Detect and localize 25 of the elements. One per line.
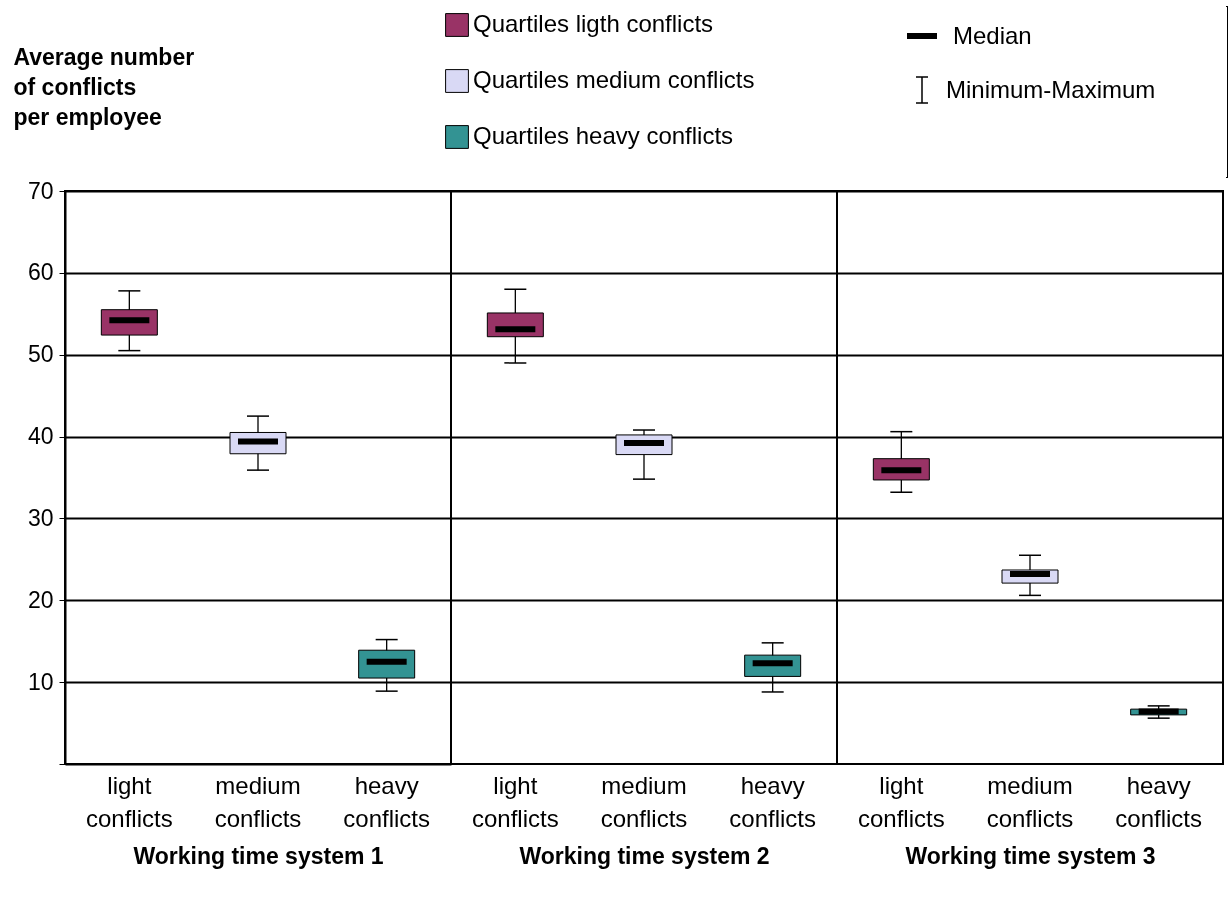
- y-tick-label: 70: [27, 177, 54, 204]
- y-axis-title: Average number of conflicts per employee: [13, 43, 195, 130]
- x-tick-label: medium conflicts: [600, 771, 688, 832]
- x-tick-label: heavy conflicts: [343, 771, 431, 832]
- x-axis-title: Working time system 3: [905, 842, 1156, 869]
- text: Minimum-Maximum: [946, 76, 1156, 104]
- y-tick-label: 20: [27, 586, 54, 613]
- x-axis-title: Working time system 2: [519, 842, 770, 869]
- y-tick-label: 30: [27, 504, 54, 531]
- x-tick-label: medium conflicts: [986, 771, 1074, 832]
- y-tick-label: 60: [27, 259, 54, 286]
- y-tick-label: 40: [27, 423, 54, 450]
- text: Median: [953, 22, 1032, 50]
- x-tick-label: light conflicts: [857, 771, 945, 832]
- legend-label: Quartiles heavy conflicts: [473, 122, 734, 149]
- x-tick-label: light conflicts: [85, 771, 173, 832]
- x-tick-label: medium conflicts: [214, 771, 302, 832]
- x-axis-title: Working time system 1: [133, 842, 384, 869]
- legend-label: Quartiles ligth conflicts: [473, 10, 714, 37]
- x-tick-label: heavy conflicts: [729, 771, 817, 832]
- x-tick-label: heavy conflicts: [1115, 771, 1203, 832]
- y-tick-label: 10: [27, 668, 54, 695]
- legend-label: Quartiles medium conflicts: [473, 66, 755, 93]
- x-tick-label: light conflicts: [471, 771, 559, 832]
- y-tick-label: 50: [27, 341, 54, 368]
